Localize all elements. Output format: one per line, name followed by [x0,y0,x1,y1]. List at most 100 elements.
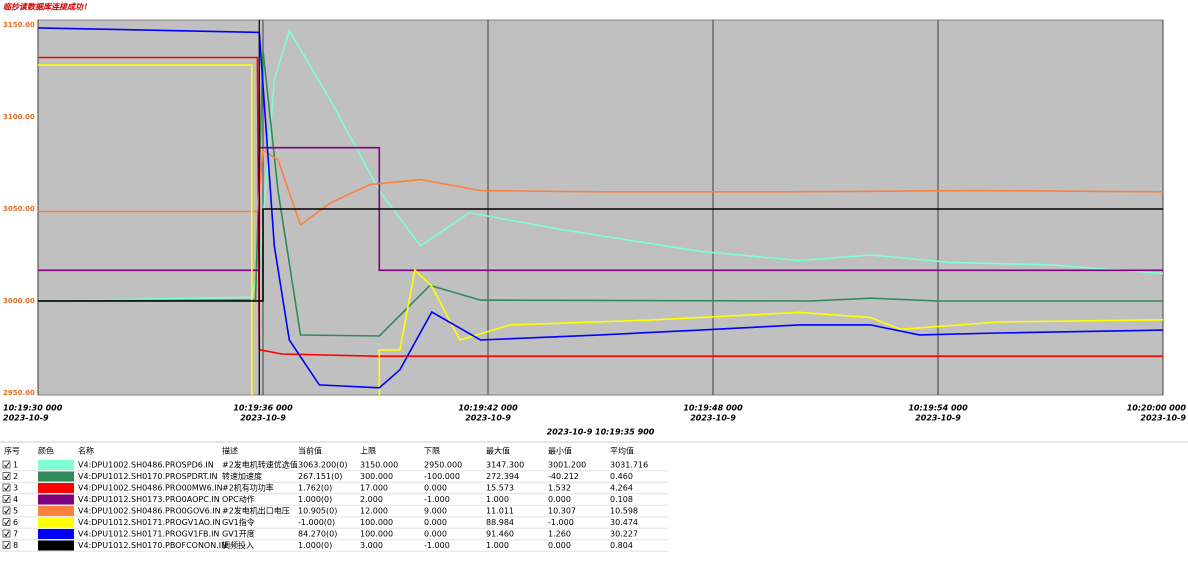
series-group [38,27,1163,395]
check-mark [4,485,10,491]
x-tick-date: 2023-10-9 [240,414,286,423]
row-index: 6 [13,518,18,527]
y-tick-label: 3100.00 [3,113,35,121]
series-line [38,146,1163,272]
table-cell: V4:DPU1012.SH0173.PRO0AOPC.IN [78,495,220,504]
table-cell: 3063.200(0) [298,461,348,470]
table-header: 名称 [78,446,94,456]
row-index: 5 [13,507,18,516]
table-cell: #2机有功功率 [222,483,274,493]
table-cell: 10.598 [610,507,638,516]
table-cell: 10.307 [548,507,576,516]
color-swatch [38,529,74,539]
color-swatch [38,471,74,482]
table-cell: 9.000 [424,507,447,516]
table-cell: GV1开度 [222,529,255,539]
x-tick-label: 10:19:36 000 [233,404,293,413]
checkbox [2,529,11,538]
row-index: 7 [13,530,18,539]
y-tick-label: 3150.00 [3,21,35,29]
series-line [38,27,1163,389]
x-tick-date: 2023-10-9 [3,414,49,423]
series-line [38,64,1163,395]
table-cell: -40.212 [548,472,579,481]
table-cell: 100.000 [360,530,393,539]
table-cell: -1.000(0) [298,518,335,527]
table-cell: 1.260 [548,530,571,539]
table-cell: 88.984 [486,518,514,527]
table-cell: 3.000 [360,541,383,550]
table-cell: -1.000 [548,518,574,527]
table-cell: OPC动作 [222,494,255,504]
table-cell: #2发电机转速优选值 [222,460,298,470]
table-header: 当前值 [298,446,322,456]
table-cell: 15.573 [486,484,514,493]
table-cell: 100.000 [360,518,393,527]
checkbox [2,495,11,503]
table-cell: 12.000 [360,507,388,516]
table-header: 序号 [4,446,20,456]
table-cell: 1.762(0) [298,484,332,493]
plot-area [37,19,1164,396]
table-cell: 3147.300 [486,461,524,470]
table-cell: 1.000(0) [298,541,332,550]
table-cell: V4:DPU1012.SH0171.PROGV1AO.IN [78,518,221,527]
table-cell: 3150.000 [360,461,398,470]
y-tick-label: 3050.00 [3,205,35,213]
table-cell: 267.151(0) [298,472,342,481]
table-cell: 3001.200 [548,461,586,470]
series-line [38,28,1163,302]
table-cell: -1.000 [424,495,450,504]
table-cell: 272.394 [486,472,519,481]
table-cell: 0.000 [424,530,447,539]
table-cell: -1.000 [424,541,450,550]
table-cell: 1.000(0) [298,495,332,504]
x-tick-date: 2023-10-9 [915,414,961,423]
table-header: 描述 [222,446,238,456]
table-cell: 1.000 [486,541,509,550]
color-swatch [38,460,74,470]
table-cell: 0.000 [548,495,571,504]
color-swatch [38,494,74,505]
checkbox [2,460,11,469]
status-text: 临抄读数据库连接成功！ [3,3,91,12]
table-cell: V4:DPU1002.SH0486.PRO0GOV6.IN [78,507,221,516]
checkbox [2,541,11,549]
check-mark [4,542,10,549]
table-header: 上限 [360,447,376,456]
table-cell: 0.804 [610,541,633,550]
table-cell: 转速加速度 [222,471,262,481]
x-tick-date: 2023-10-9 [465,414,511,423]
table-cell: 91.460 [486,530,514,539]
x-tick-date: 2023-10-9 [690,414,736,423]
table-cell: GV1指令 [222,517,255,527]
table-cell: 调频投入 [222,540,254,550]
table-cell: 2950.000 [424,461,462,470]
x-tick-label: 10:19:48 000 [683,404,743,413]
table-cell: 30.227 [610,530,638,539]
table-header: 最大值 [486,446,510,456]
checkbox [2,472,11,480]
table-header: 下限 [424,447,440,456]
table-cell: 1.532 [548,484,571,493]
color-swatch [38,483,74,493]
row-index: 4 [13,495,18,504]
table-header: 最小值 [548,446,572,456]
color-swatch [38,540,74,551]
x-tick-label: 10:19:54 000 [908,404,968,413]
x-tick-date: 2023-10-9 [1140,414,1186,423]
table-cell: 0.000 [548,541,571,550]
series-line [38,208,1163,302]
table-header: 颜色 [38,446,54,456]
table-cell: 1.000 [486,495,509,504]
table-cell: 4.264 [610,484,633,493]
series-line [38,148,1163,227]
table-cell: 17.000 [360,484,388,493]
series-line [38,56,1163,357]
check-mark [4,508,10,514]
table-cell: 84.270(0) [298,530,337,539]
table-cell: V4:DPU1002.SH0486.PRO00MW6.IN [78,484,223,493]
check-mark [4,519,10,526]
